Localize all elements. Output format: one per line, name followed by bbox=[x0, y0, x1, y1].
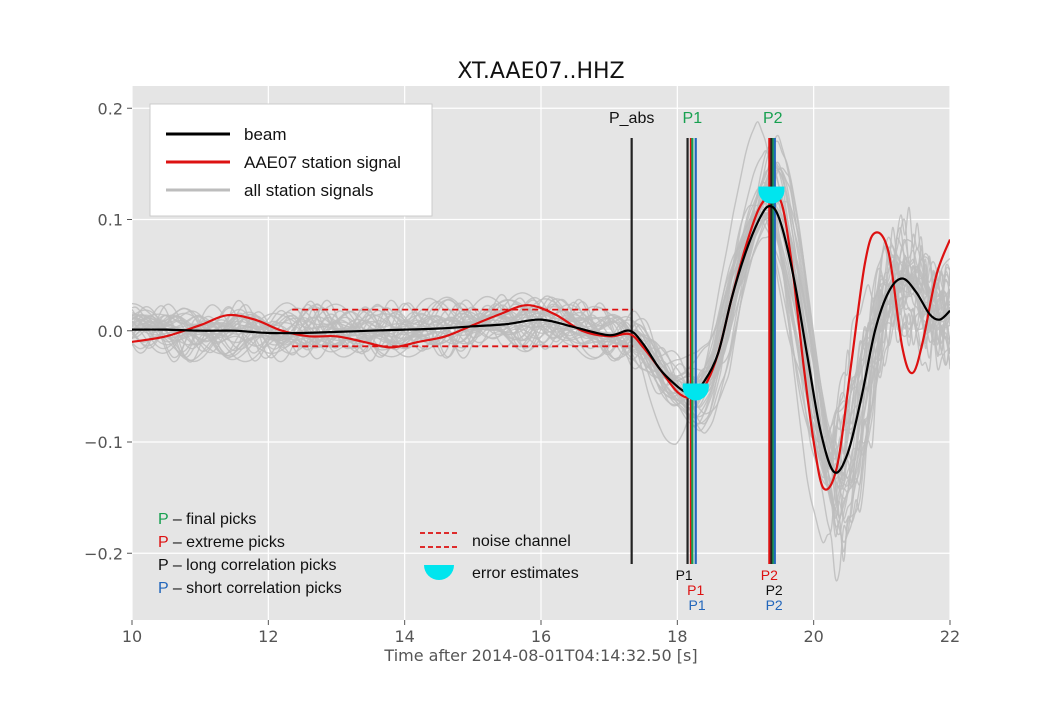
pick-label-bottom: P1 bbox=[689, 597, 706, 613]
pick-type-note: P – long correlation picks bbox=[158, 557, 336, 574]
y-tick-label: 0.2 bbox=[98, 99, 123, 118]
error-estimate-marker bbox=[682, 387, 709, 401]
error-estimate-band bbox=[682, 383, 709, 389]
station-signal-trace bbox=[132, 162, 950, 511]
x-axis-label: Time after 2014-08-01T04:14:32.50 [s] bbox=[383, 646, 697, 665]
legend: beam AAE07 station signal all station sign… bbox=[149, 103, 433, 217]
pick-type-note: P – short correlation picks bbox=[158, 580, 342, 597]
pick-label-bottom: P2 bbox=[766, 597, 783, 613]
x-tick-label: 14 bbox=[394, 627, 414, 646]
x-tick-label: 16 bbox=[531, 627, 551, 646]
noise-channel bbox=[292, 308, 634, 348]
pick-label-bottom: P2 bbox=[766, 582, 783, 598]
y-tick-label: 0.1 bbox=[98, 211, 123, 230]
extra-legend: noise channel error estimates bbox=[420, 532, 579, 582]
x-tick-label: 22 bbox=[940, 627, 960, 646]
x-tick-label: 12 bbox=[258, 627, 278, 646]
station-signal-trace bbox=[132, 168, 950, 553]
pick-label-top: P_abs bbox=[609, 110, 654, 127]
chart-title: XT.AAE07..HHZ bbox=[457, 59, 624, 84]
station-signal-trace bbox=[132, 150, 950, 582]
legend-label: AAE07 station signal bbox=[244, 153, 401, 172]
x-tick-label: 10 bbox=[122, 627, 142, 646]
y-tick-label: −0.2 bbox=[84, 544, 123, 563]
all-station-signals bbox=[132, 121, 950, 582]
error-estimate-band bbox=[758, 186, 785, 192]
legend-label: beam bbox=[244, 125, 287, 144]
y-tick-label: −0.1 bbox=[84, 433, 123, 452]
pick-label-bottom: P2 bbox=[761, 567, 778, 583]
station-signal-trace bbox=[132, 213, 950, 479]
y-tick-label: 0.0 bbox=[98, 322, 123, 341]
station-signal-trace bbox=[132, 134, 950, 543]
pick-label-top: P2 bbox=[763, 110, 783, 127]
error-estimate-marker bbox=[758, 190, 785, 204]
axis-ticks: 10 12 14 16 18 20 22 0.2 0.1 0.0 −0.1 −0.2 bbox=[84, 99, 960, 646]
pick-label-bottom: P1 bbox=[676, 567, 693, 583]
error-estimates bbox=[682, 186, 785, 401]
pick-type-notes: P – final picks P – extreme picks P – long… bbox=[158, 511, 342, 597]
pick-label-top: P1 bbox=[683, 110, 703, 127]
extra-legend-label: error estimates bbox=[472, 565, 579, 582]
extra-legend-label: noise channel bbox=[472, 533, 571, 550]
legend-box bbox=[149, 103, 433, 217]
pick-type-note: P – extreme picks bbox=[158, 534, 285, 551]
station-signal-trace bbox=[132, 161, 950, 520]
error-estimate-swatch bbox=[424, 565, 454, 580]
pick-type-note: P – final picks bbox=[158, 511, 256, 528]
x-tick-label: 18 bbox=[667, 627, 687, 646]
legend-label: all station signals bbox=[244, 181, 373, 200]
station-signal-trace bbox=[132, 203, 950, 521]
x-tick-label: 20 bbox=[803, 627, 823, 646]
pick-label-bottom: P1 bbox=[687, 582, 704, 598]
